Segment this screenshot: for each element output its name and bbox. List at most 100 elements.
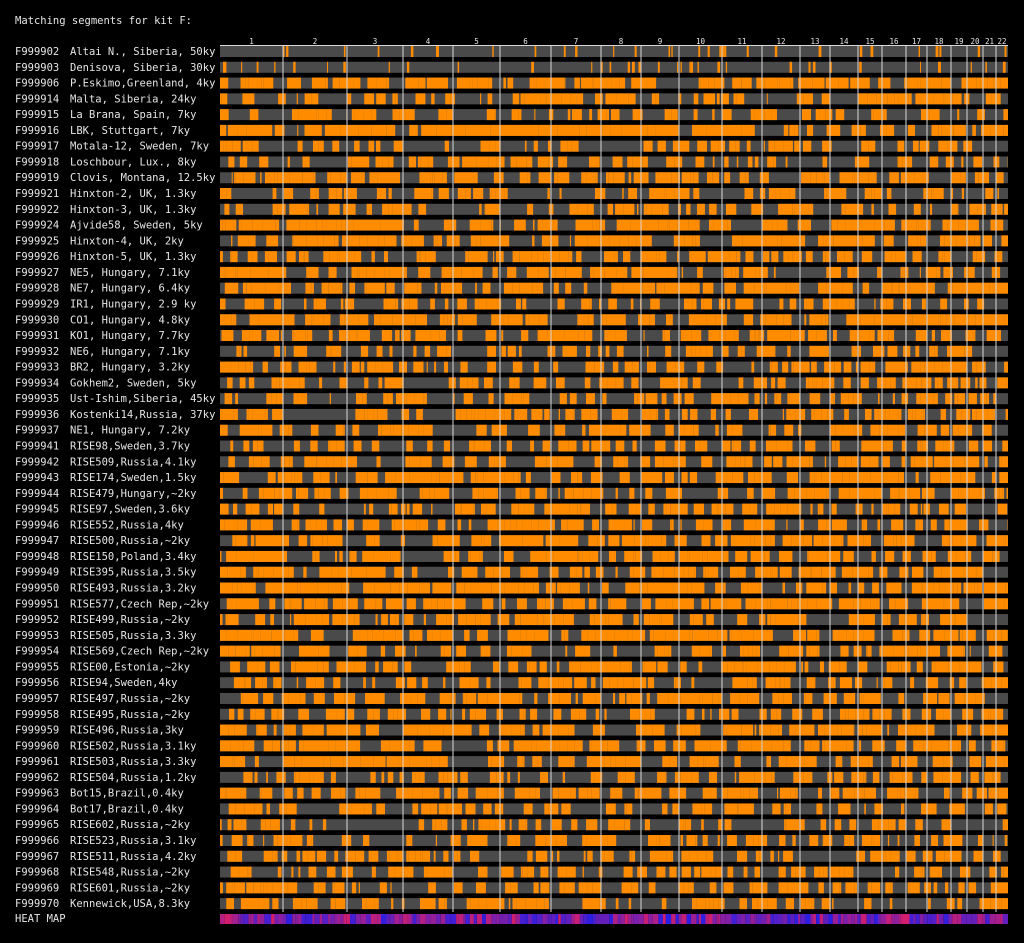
matching-segment	[347, 867, 353, 878]
matching-segment	[826, 78, 839, 89]
matching-segment	[557, 851, 560, 862]
matching-segment	[934, 583, 940, 594]
matching-segment	[246, 283, 252, 294]
matching-segment	[323, 819, 326, 830]
matching-segment	[607, 109, 609, 120]
matching-segment	[909, 93, 912, 104]
matching-segment	[443, 314, 444, 325]
matching-segment	[589, 551, 598, 562]
heatmap-cell	[898, 914, 901, 924]
matching-segment	[873, 772, 880, 783]
matching-segment	[582, 425, 585, 436]
kit-id: F999906	[15, 78, 59, 90]
kit-name: RISE395,Russia,3.5ky	[70, 567, 196, 579]
matching-segment	[588, 882, 593, 893]
matching-segment	[756, 646, 760, 657]
matching-segment	[715, 425, 718, 436]
matching-segment	[879, 425, 887, 436]
matching-segment	[931, 740, 937, 751]
matching-segment	[589, 156, 600, 167]
heatmap-cell	[813, 914, 817, 924]
matching-segment	[536, 898, 544, 909]
matching-segment	[682, 409, 688, 420]
matching-segment	[565, 630, 569, 641]
matching-segment	[559, 251, 569, 262]
matching-segment	[613, 456, 617, 467]
matching-segment	[776, 188, 781, 199]
matching-segment	[787, 283, 791, 294]
matching-segment	[771, 740, 783, 751]
matching-segment	[312, 78, 325, 89]
matching-segment	[593, 725, 605, 736]
matching-segment	[885, 409, 889, 420]
matching-segment	[714, 78, 724, 89]
matching-segment	[497, 125, 512, 136]
matching-segment	[394, 377, 396, 388]
matching-segment	[630, 661, 632, 672]
heatmap-cell	[278, 914, 282, 924]
matching-segment	[246, 504, 251, 515]
matching-segment	[701, 78, 708, 89]
matching-segment	[591, 62, 592, 73]
matching-segment	[716, 472, 727, 483]
matching-segment	[363, 519, 368, 530]
matching-segment	[470, 851, 479, 862]
heatmap-cell	[886, 914, 892, 924]
kit-name: Altai N., Siberia, 50ky	[70, 46, 215, 58]
heatmap-cell	[771, 914, 774, 924]
matching-segment	[226, 220, 234, 231]
matching-segment	[681, 62, 682, 73]
heatmap-cell	[838, 914, 841, 924]
kit-name: Bot15,Brazil,0.4ky	[70, 788, 184, 800]
matching-segment	[870, 425, 879, 436]
matching-segment	[291, 661, 296, 672]
matching-segment	[830, 867, 839, 878]
matching-segment	[754, 330, 755, 341]
matching-segment	[888, 346, 898, 357]
matching-segment	[488, 788, 498, 799]
matching-segment	[774, 393, 777, 404]
matching-segment	[860, 125, 866, 136]
matching-segment	[611, 109, 620, 120]
matching-segment	[332, 141, 339, 152]
matching-segment	[934, 188, 944, 199]
matching-segment	[973, 156, 982, 167]
matching-segment	[465, 583, 478, 594]
matching-segment	[476, 882, 486, 893]
matching-segment	[680, 504, 688, 515]
matching-segment	[874, 314, 884, 325]
matching-segment	[994, 488, 999, 499]
matching-segment	[604, 709, 606, 720]
matching-segment	[962, 614, 964, 625]
matching-segment	[523, 519, 532, 530]
matching-segment	[628, 93, 635, 104]
matching-segment	[842, 472, 849, 483]
matching-segment	[985, 188, 993, 199]
matching-segment	[892, 819, 896, 830]
chromosome-label: 19	[954, 37, 963, 46]
matching-segment	[701, 756, 704, 767]
matching-segment	[751, 740, 762, 751]
matching-segment	[681, 772, 691, 783]
matching-segment	[681, 377, 688, 388]
matching-segment	[766, 677, 773, 688]
matching-segment	[322, 535, 328, 546]
matching-segment	[942, 819, 952, 830]
matching-segment	[906, 220, 916, 231]
matching-segment	[326, 456, 334, 467]
matching-segment	[887, 188, 892, 199]
matching-segment	[439, 803, 447, 814]
matching-segment	[293, 898, 299, 909]
matching-segment	[893, 772, 903, 783]
matching-segment	[884, 235, 890, 246]
matching-segment	[574, 78, 580, 89]
matching-segment	[455, 504, 460, 515]
matching-segment	[666, 598, 672, 609]
matching-segment	[349, 204, 355, 215]
matching-segment	[491, 314, 504, 325]
matching-segment	[722, 788, 728, 799]
matching-segment	[941, 425, 949, 436]
matching-segment	[838, 220, 846, 231]
matching-segment	[730, 251, 737, 262]
